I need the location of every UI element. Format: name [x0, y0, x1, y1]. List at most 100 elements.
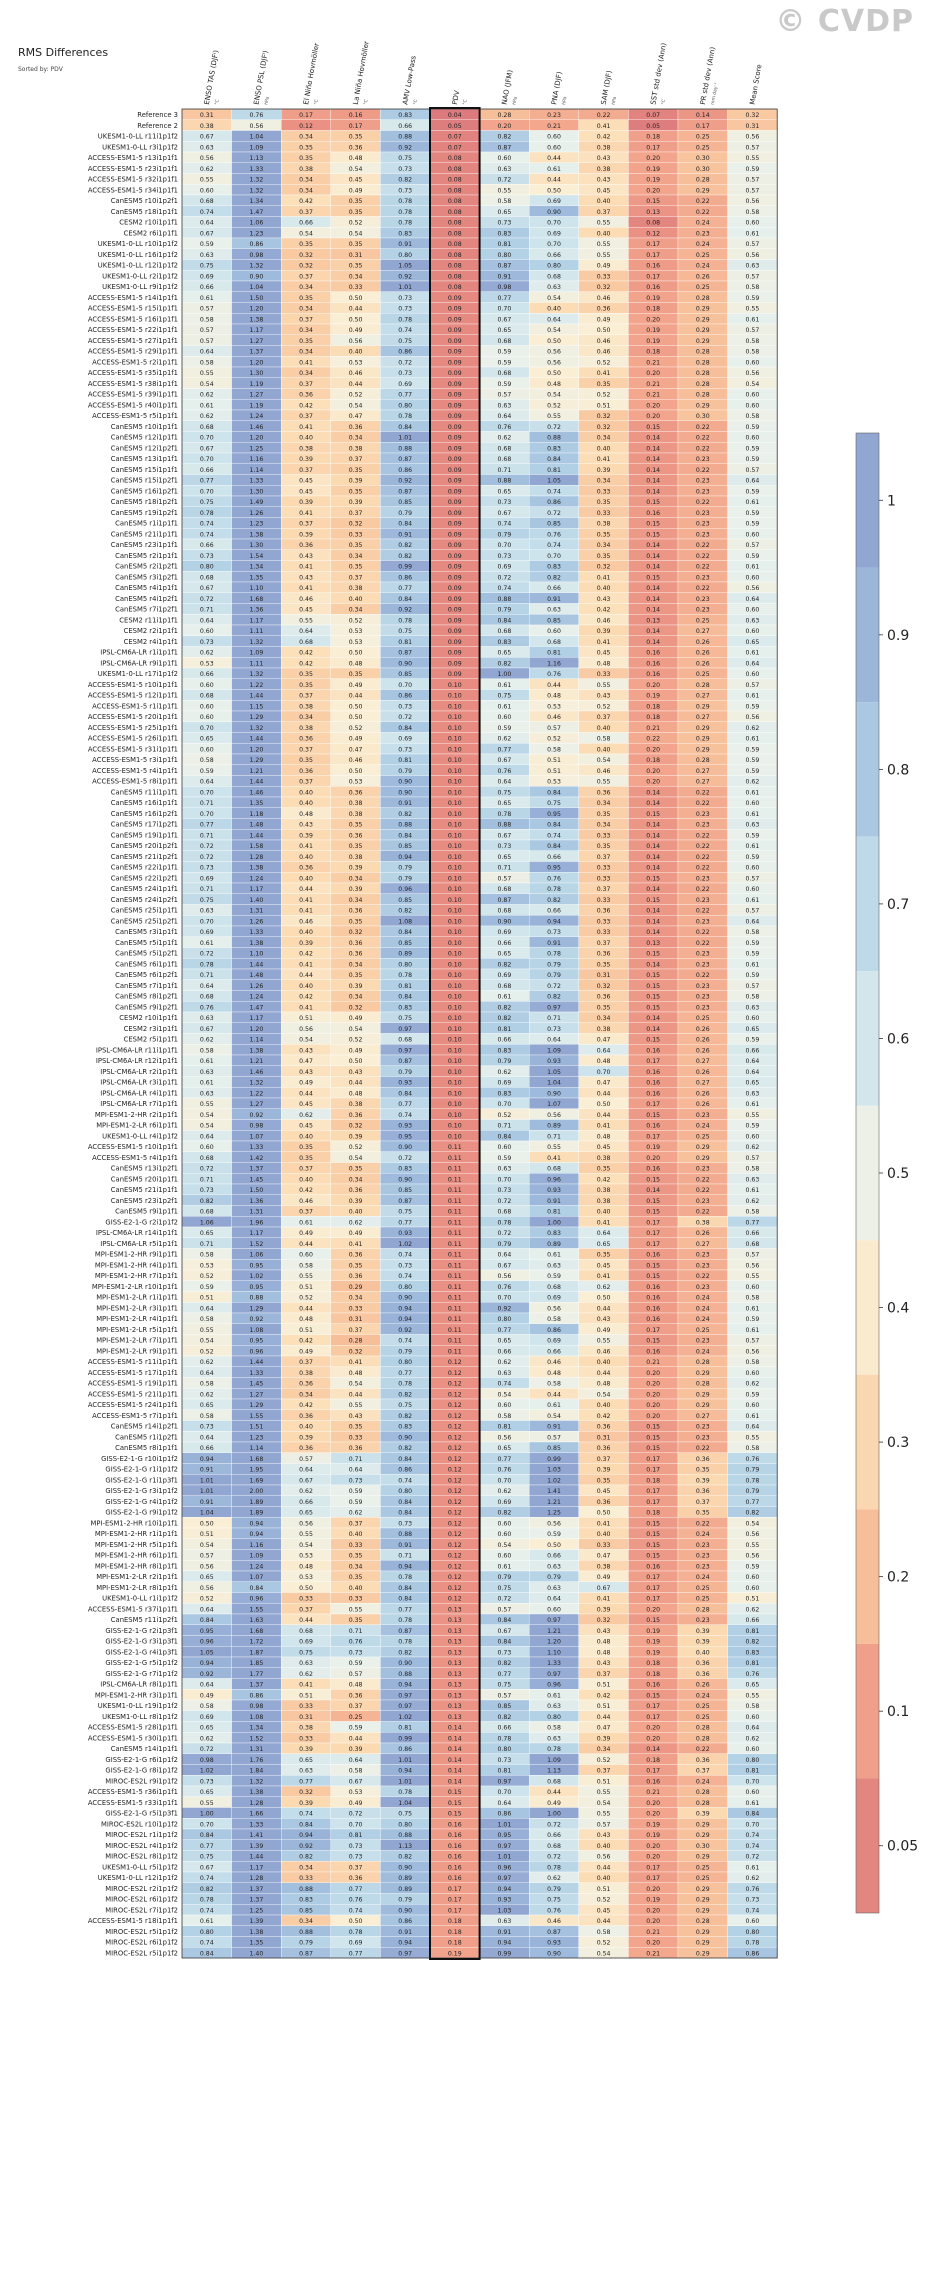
- cell-value: 0.60: [547, 134, 561, 141]
- cell-value: 0.15: [646, 1531, 660, 1538]
- cell-value: 0.17: [646, 1133, 660, 1140]
- cell-value: 0.54: [349, 1026, 363, 1033]
- cell-value: 0.62: [200, 1735, 214, 1742]
- cell-value: 1.34: [250, 198, 264, 205]
- cell-value: 0.50: [349, 650, 363, 657]
- row-label: ACCESS-ESM1-5 r26i1p1f1: [88, 735, 178, 743]
- cell-value: 0.16: [646, 1166, 660, 1173]
- cell-value: 0.10: [448, 1090, 462, 1097]
- cell-value: 0.80: [398, 961, 412, 968]
- row-label: UKESM1-0-LL r16i1p1f2: [98, 251, 178, 259]
- cell-value: 0.38: [299, 703, 313, 710]
- cell-value: 0.62: [746, 1735, 760, 1742]
- cell-value: 0.46: [299, 918, 313, 925]
- cell-value: 0.28: [696, 1789, 710, 1796]
- cell-value: 0.39: [299, 531, 313, 538]
- cell-value: 0.83: [746, 1649, 760, 1656]
- cell-value: 0.10: [448, 779, 462, 786]
- cell-value: 0.23: [696, 822, 710, 829]
- cell-value: 0.11: [448, 1327, 462, 1334]
- row-label: MIROC-ES2L r10i1p1f2: [101, 1820, 178, 1828]
- cell-value: 0.23: [696, 478, 710, 485]
- cell-value: 0.18: [646, 134, 660, 141]
- cell-value: 1.27: [250, 392, 264, 399]
- cell-value: 0.35: [597, 1252, 611, 1259]
- cell-value: 0.15: [646, 1520, 660, 1527]
- cell-value: 0.64: [746, 1424, 760, 1431]
- cell-value: 0.71: [498, 1123, 512, 1130]
- cell-value: 0.10: [448, 832, 462, 839]
- cell-value: 0.18: [646, 1510, 660, 1517]
- cell-value: 0.55: [200, 1101, 214, 1108]
- cell-value: 0.39: [597, 628, 611, 635]
- cell-value: 0.47: [597, 1037, 611, 1044]
- cell-value: 0.60: [746, 1789, 760, 1796]
- cell-value: 0.59: [746, 1037, 760, 1044]
- cell-value: 0.17: [448, 1907, 462, 1914]
- cell-value: 0.85: [547, 617, 561, 624]
- cell-value: 0.14: [646, 1187, 660, 1194]
- cell-value: 0.45: [597, 1262, 611, 1269]
- cell-value: 0.55: [597, 1811, 611, 1818]
- cell-value: 0.78: [398, 1789, 412, 1796]
- cell-value: 0.36: [349, 1187, 363, 1194]
- cell-value: 0.33: [349, 1596, 363, 1603]
- cell-value: 0.36: [349, 1112, 363, 1119]
- cell-value: 0.63: [299, 1660, 313, 1667]
- row-label: IPSL-CM6A-LR r9i1p1f1: [100, 659, 178, 667]
- row-label: CanESM5 r3i1p1f1: [115, 928, 178, 936]
- cell-value: 0.76: [498, 1467, 512, 1474]
- cell-value: 0.08: [448, 187, 462, 194]
- cell-value: 0.59: [746, 854, 760, 861]
- cell-value: 1.50: [250, 295, 264, 302]
- cell-value: 1.01: [200, 1488, 214, 1495]
- cell-value: 1.10: [547, 1649, 561, 1656]
- cell-value: 0.64: [200, 220, 214, 227]
- cell-value: 0.55: [746, 155, 760, 162]
- cell-value: 0.14: [646, 854, 660, 861]
- cell-value: 0.90: [547, 209, 561, 216]
- cell-value: 0.15: [646, 1209, 660, 1216]
- cell-value: 0.45: [597, 650, 611, 657]
- cell-value: 1.36: [250, 1198, 264, 1205]
- colorbar-segment: [856, 1643, 879, 1779]
- cell-value: 0.15: [646, 1553, 660, 1560]
- cell-value: 0.73: [398, 166, 412, 173]
- cell-value: 0.59: [498, 1155, 512, 1162]
- cell-value: 0.49: [299, 1080, 313, 1087]
- cell-value: 0.33: [597, 671, 611, 678]
- cell-value: 0.65: [299, 1510, 313, 1517]
- cell-value: 0.87: [498, 144, 512, 151]
- row-label: CanESM5 r10i1p2f1: [111, 197, 178, 205]
- cell-value: 0.36: [349, 951, 363, 958]
- row-label: MIROC-ES2L r7i1p1f2: [105, 1906, 178, 1914]
- cell-value: 0.23: [696, 510, 710, 517]
- row-label: CanESM5 r6i1p1f1: [115, 960, 178, 968]
- cell-value: 0.16: [646, 1252, 660, 1259]
- cell-value: 0.33: [597, 875, 611, 882]
- cell-value: 0.62: [597, 1284, 611, 1291]
- cell-value: 0.46: [597, 338, 611, 345]
- cell-value: 0.59: [547, 1531, 561, 1538]
- cell-value: 0.74: [200, 1940, 214, 1947]
- cell-value: 0.77: [398, 1606, 412, 1613]
- cell-value: 0.24: [696, 1348, 710, 1355]
- cell-value: 0.35: [696, 1467, 710, 1474]
- row-label: ACCESS-ESM1-5 r30i1p1f1: [88, 1734, 178, 1742]
- cell-value: 0.57: [597, 1821, 611, 1828]
- cell-value: 0.59: [746, 768, 760, 775]
- cell-value: 0.52: [349, 1144, 363, 1151]
- cell-value: 0.99: [398, 1735, 412, 1742]
- cell-value: 0.16: [448, 1864, 462, 1871]
- cell-value: 0.08: [448, 177, 462, 184]
- cell-value: 0.17: [696, 123, 710, 130]
- cell-value: 0.64: [200, 1606, 214, 1613]
- cell-value: 0.09: [448, 381, 462, 388]
- cell-value: 0.81: [547, 1209, 561, 1216]
- cell-value: 0.29: [696, 1144, 710, 1151]
- cell-value: 0.37: [299, 1606, 313, 1613]
- cell-value: 0.57: [746, 875, 760, 882]
- cell-value: 1.01: [200, 1477, 214, 1484]
- cell-value: 0.19: [646, 295, 660, 302]
- cell-value: 0.09: [448, 338, 462, 345]
